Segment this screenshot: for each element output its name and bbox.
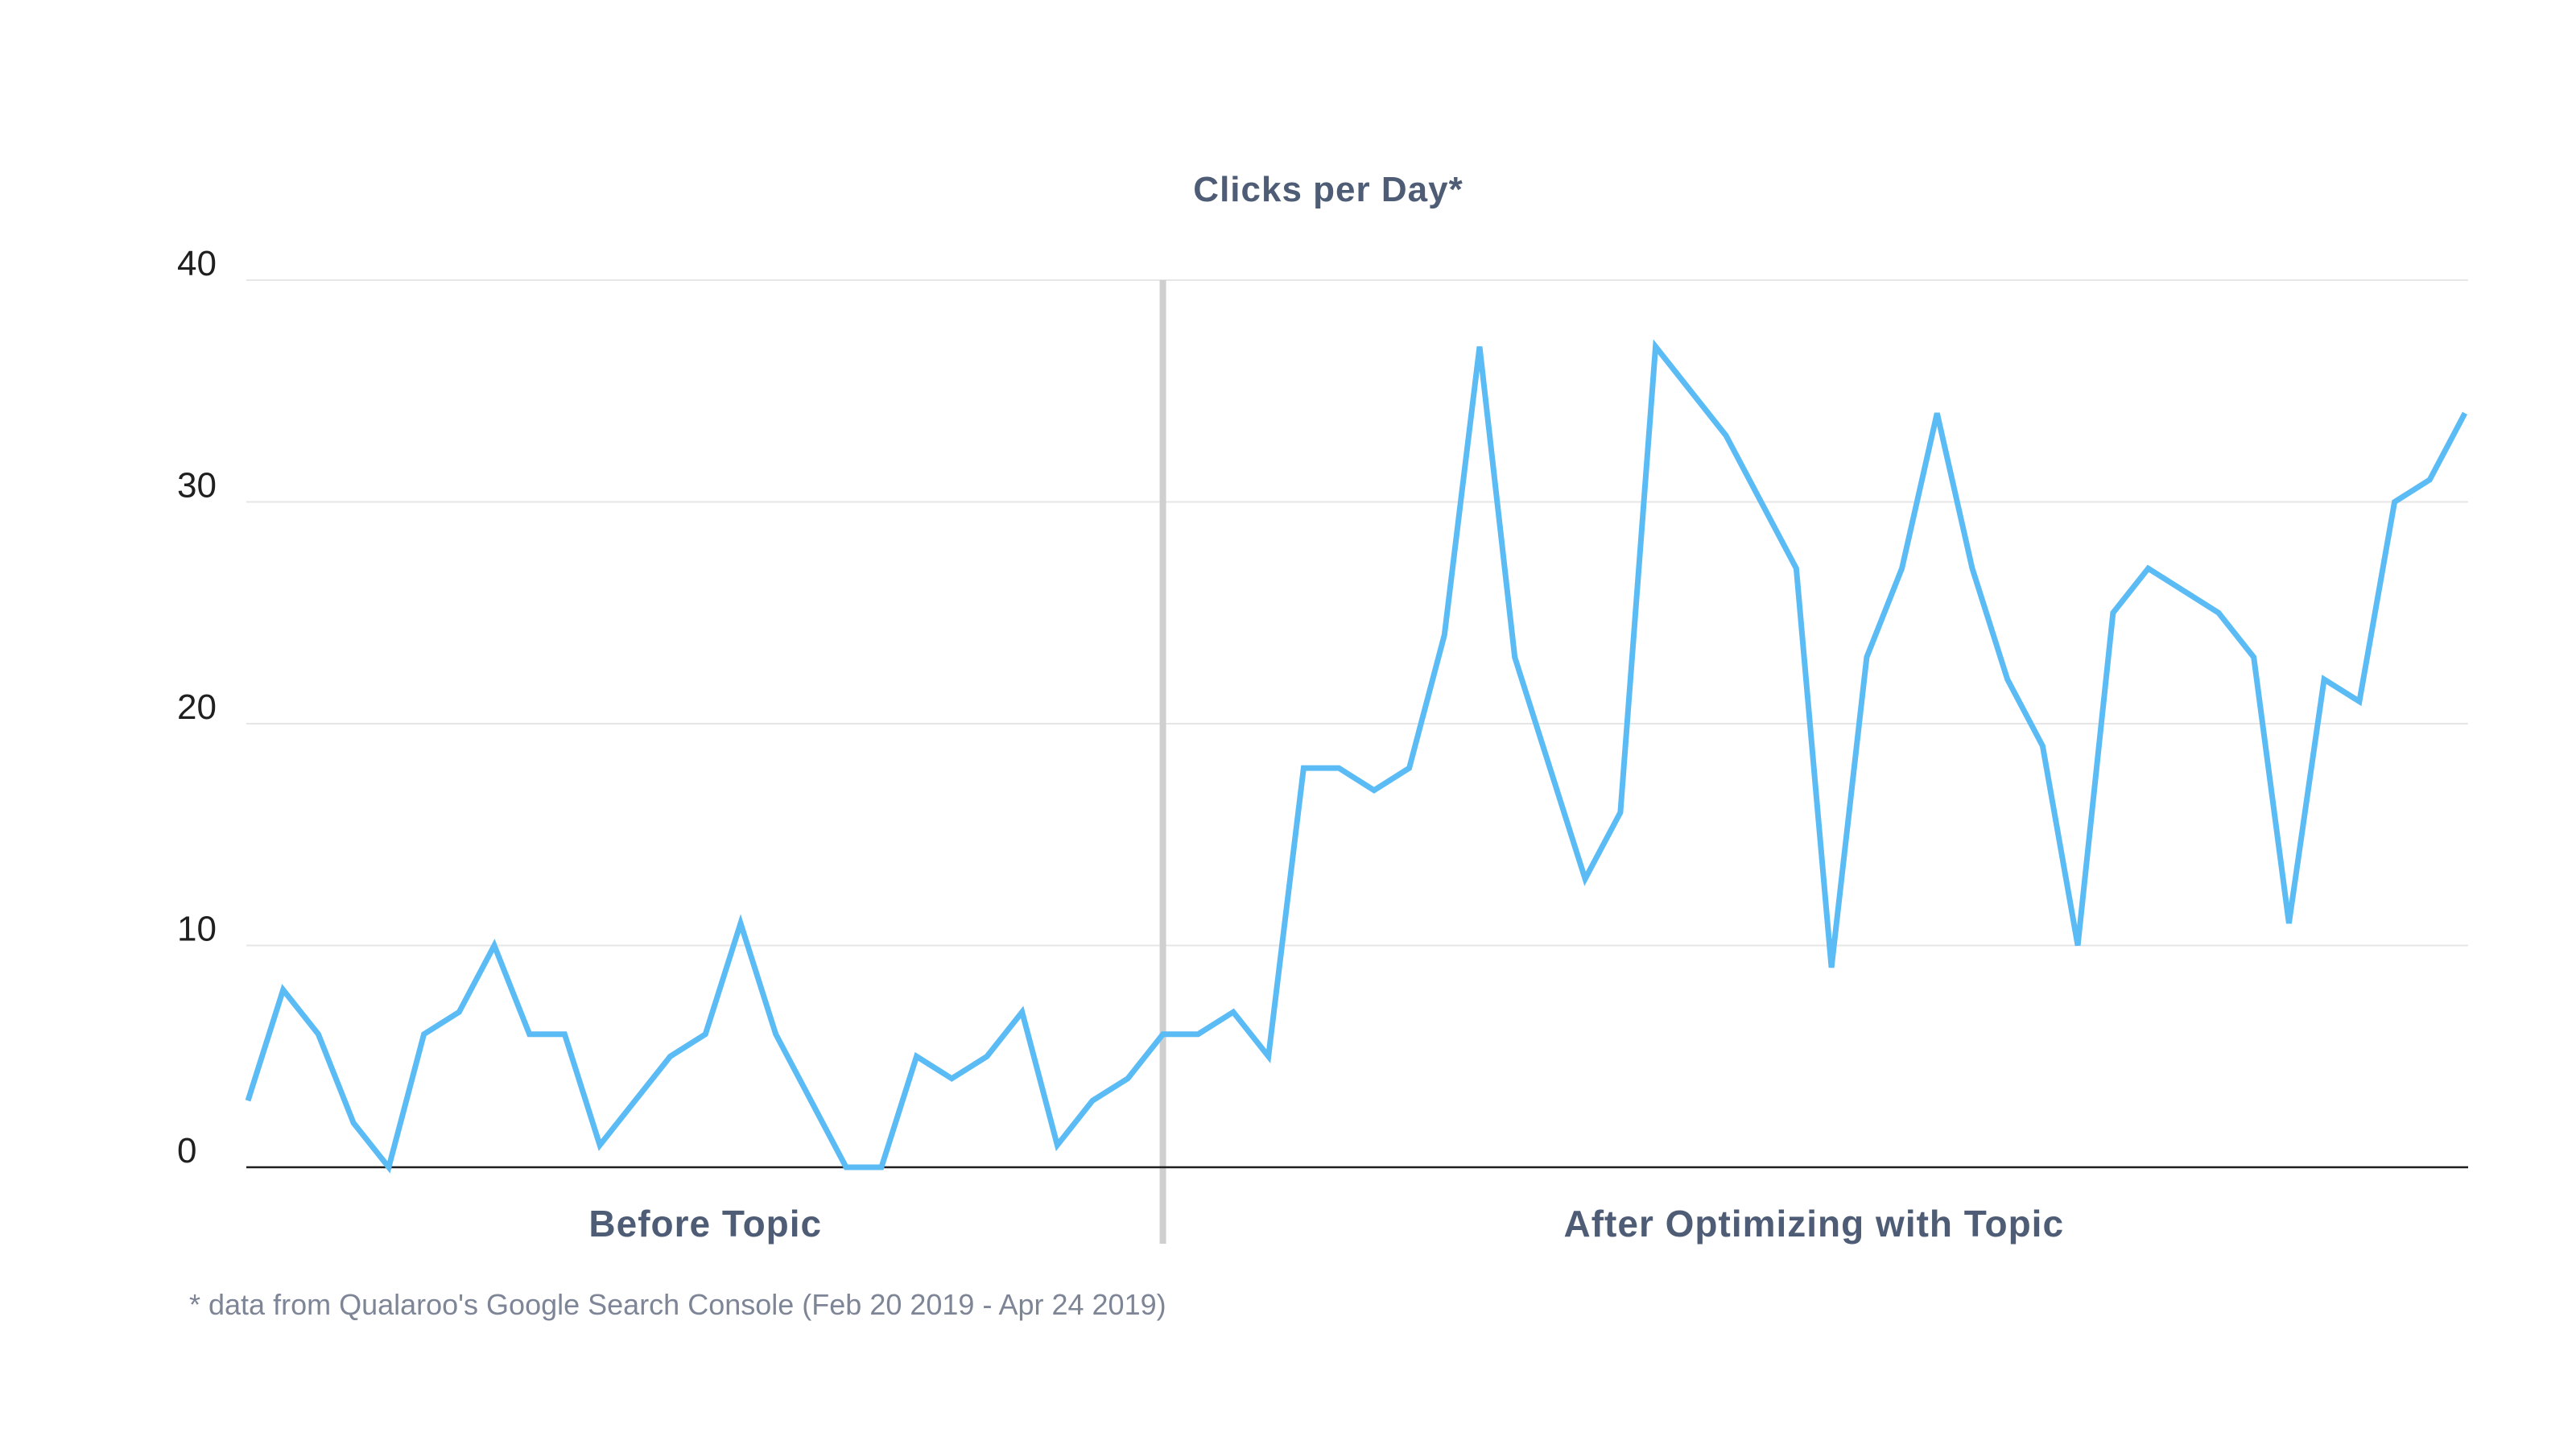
- footnote: * data from Qualaroo's Google Search Con…: [189, 1288, 1166, 1321]
- series-line: [245, 339, 2468, 1174]
- y-tick-label: 0: [177, 1131, 196, 1170]
- series: [245, 339, 2468, 1174]
- y-tick-label: 10: [177, 910, 217, 949]
- region-labels: Before Topic After Optimizing with Topic: [588, 1203, 2065, 1245]
- y-tick-label: 20: [177, 687, 217, 727]
- region-label: Before Topic: [588, 1203, 822, 1245]
- chart-title: Clicks per Day*: [1193, 170, 1463, 209]
- y-tick-label: 30: [177, 466, 217, 506]
- region-label: After Optimizing with Topic: [1564, 1203, 2065, 1245]
- y-axis-ticks: 0 10 20 30 40: [177, 244, 217, 1170]
- grid: [246, 279, 2468, 947]
- y-tick-label: 40: [177, 244, 217, 283]
